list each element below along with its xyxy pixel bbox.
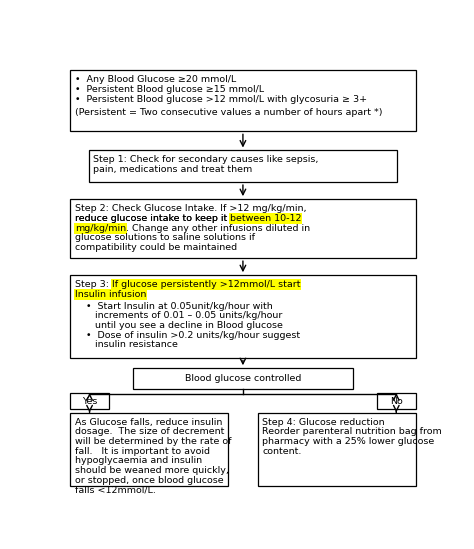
Text: falls <12mmol/L.: falls <12mmol/L.	[75, 486, 155, 495]
Text: hypoglycaemia and insulin: hypoglycaemia and insulin	[75, 456, 202, 466]
FancyBboxPatch shape	[70, 275, 416, 357]
FancyBboxPatch shape	[70, 199, 416, 258]
FancyBboxPatch shape	[133, 368, 353, 389]
Text: pharmacy with a 25% lower glucose: pharmacy with a 25% lower glucose	[262, 437, 434, 446]
Text: or stopped, once blood glucose: or stopped, once blood glucose	[75, 476, 223, 485]
Text: •  Start Insulin at 0.05unit/kg/hour with: • Start Insulin at 0.05unit/kg/hour with	[86, 301, 273, 311]
FancyBboxPatch shape	[89, 150, 397, 182]
Text: . Change any other infusions diluted in: . Change any other infusions diluted in	[126, 223, 310, 233]
Text: No: No	[390, 396, 403, 406]
FancyBboxPatch shape	[377, 393, 416, 409]
Text: Reorder parenteral nutrition bag from: Reorder parenteral nutrition bag from	[262, 427, 442, 436]
Text: will be determined by the rate of: will be determined by the rate of	[75, 437, 231, 446]
Text: If glucose persistently >12mmol/L start: If glucose persistently >12mmol/L start	[112, 280, 300, 289]
FancyBboxPatch shape	[70, 393, 109, 409]
Text: •  Any Blood Glucose ≥20 mmol/L: • Any Blood Glucose ≥20 mmol/L	[75, 75, 236, 84]
Text: (Persistent = Two consecutive values a number of hours apart *): (Persistent = Two consecutive values a n…	[75, 108, 382, 117]
Text: reduce glucose intake to keep it: reduce glucose intake to keep it	[75, 214, 230, 223]
Text: Step 1: Check for secondary causes like sepsis,: Step 1: Check for secondary causes like …	[93, 155, 319, 165]
Text: Step 2: Check Glucose Intake. If >12 mg/kg/min,: Step 2: Check Glucose Intake. If >12 mg/…	[75, 204, 306, 213]
Text: until you see a decline in Blood glucose: until you see a decline in Blood glucose	[95, 321, 283, 330]
Text: content.: content.	[262, 447, 301, 456]
FancyBboxPatch shape	[70, 70, 416, 131]
Text: increments of 0.01 – 0.05 units/kg/hour: increments of 0.01 – 0.05 units/kg/hour	[95, 311, 282, 320]
FancyBboxPatch shape	[70, 412, 228, 486]
Text: Step 4: Glucose reduction: Step 4: Glucose reduction	[262, 418, 385, 427]
Text: mg/kg/min: mg/kg/min	[75, 223, 126, 233]
Text: Insulin infusion: Insulin infusion	[75, 290, 146, 299]
Text: insulin resistance: insulin resistance	[95, 340, 178, 350]
Text: fall.   It is important to avoid: fall. It is important to avoid	[75, 447, 210, 456]
Text: Yes: Yes	[82, 396, 97, 406]
FancyBboxPatch shape	[258, 412, 416, 486]
Text: pain, medications and treat them: pain, medications and treat them	[93, 165, 252, 174]
Text: compatibility could be maintained: compatibility could be maintained	[75, 243, 237, 252]
Text: Step 3:: Step 3:	[75, 280, 112, 289]
Text: •  Persistent Blood glucose >12 mmol/L with glycosuria ≥ 3+: • Persistent Blood glucose >12 mmol/L wi…	[75, 94, 367, 104]
Text: reduce glucose intake to keep it: reduce glucose intake to keep it	[75, 214, 230, 223]
Text: As Glucose falls, reduce insulin: As Glucose falls, reduce insulin	[75, 418, 222, 427]
Text: Step 3:: Step 3:	[75, 280, 112, 289]
Text: dosage.  The size of decrement: dosage. The size of decrement	[75, 427, 224, 436]
Text: between 10-12: between 10-12	[230, 214, 301, 223]
Text: •  Persistent Blood glucose ≥15 mmol/L: • Persistent Blood glucose ≥15 mmol/L	[75, 85, 264, 94]
Text: Blood glucose controlled: Blood glucose controlled	[185, 374, 301, 383]
Text: •  Dose of insulin >0.2 units/kg/hour suggest: • Dose of insulin >0.2 units/kg/hour sug…	[86, 330, 300, 340]
Text: reduce glucose intake to keep it: reduce glucose intake to keep it	[75, 214, 230, 223]
Text: should be weaned more quickly,: should be weaned more quickly,	[75, 466, 228, 475]
Text: glucose solutions to saline solutions if: glucose solutions to saline solutions if	[75, 233, 255, 242]
